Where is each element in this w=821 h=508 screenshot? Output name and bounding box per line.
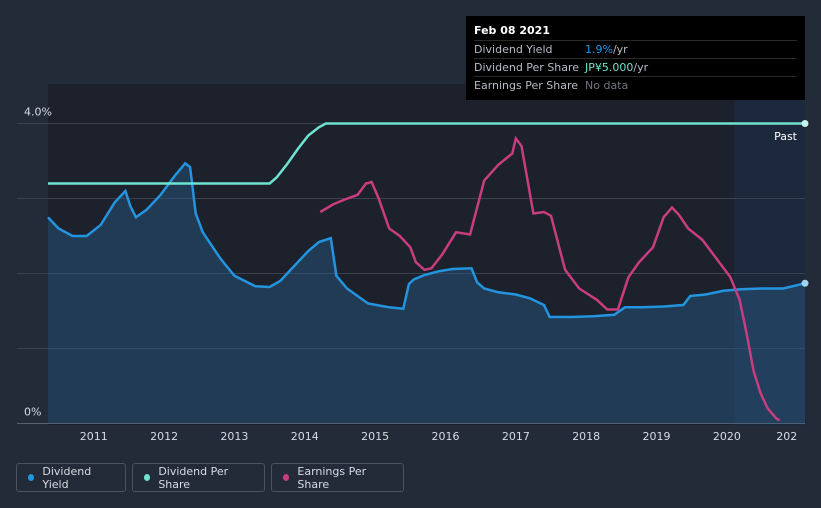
tooltip-date: Feb 08 2021 (474, 24, 550, 37)
past-label: Past (774, 130, 798, 143)
plot-background (48, 84, 805, 425)
tooltip-unit: /yr (633, 61, 649, 74)
tooltip-row-eps: Earnings Per Share No data (474, 76, 797, 94)
legend-dividend-per-share[interactable]: Dividend Per Share (132, 463, 265, 492)
x-tick-label: 2020 (713, 430, 741, 443)
dividend-per-share-line[interactable] (48, 122, 805, 185)
dividend-per-share-dot-icon (144, 474, 151, 481)
legend-label: Earnings Per Share (297, 464, 367, 491)
x-axis-labels: 2011 2012 2013 2014 2015 2016 2017 2018 2019 2020… (80, 430, 798, 443)
tooltip-row-dps: Dividend Per Share JP¥5.000 /yr (474, 58, 797, 76)
dividend-yield-dot-icon (28, 474, 35, 481)
y-axis-labels: 0% 4.0% (24, 106, 52, 419)
tooltip-value: JP¥5.000 (585, 61, 634, 74)
earnings-per-share-line[interactable] (319, 135, 781, 422)
x-tick-label: 2014 (291, 430, 319, 443)
dividend-yield-line[interactable] (47, 161, 806, 319)
tooltip-value: No data (585, 79, 629, 92)
y-tick-label: 0% (24, 406, 41, 419)
y-tick-label: 4.0% (24, 106, 52, 119)
x-tick-label: 2013 (220, 430, 248, 443)
tooltip-label: Dividend Per Share (474, 61, 580, 74)
dividend-yield-area (48, 163, 805, 424)
hover-tooltip: Feb 08 2021 Dividend Yield 1.9% /yr Divi… (466, 16, 805, 100)
tooltip-label: Dividend Yield (474, 43, 553, 56)
legend-label: Dividend Per Share (158, 464, 229, 491)
tooltip-label: Earnings Per Share (474, 79, 579, 92)
x-tick-label: 2012 (150, 430, 178, 443)
x-tick-label: 2016 (431, 430, 459, 443)
earnings-per-share-dot-icon (283, 474, 290, 481)
tooltip-row-yield: Dividend Yield 1.9% /yr (474, 40, 797, 58)
legend-earnings-per-share[interactable]: Earnings Per Share (271, 463, 404, 492)
x-tick-label: 2015 (361, 430, 389, 443)
x-tick-label: 2011 (80, 430, 108, 443)
dividend-per-share-endpoint[interactable] (801, 120, 809, 127)
x-tick-label: 202 (776, 430, 797, 443)
legend-dividend-yield[interactable]: Dividend Yield (16, 463, 126, 492)
tooltip-unit: /yr (612, 43, 628, 56)
legend-label: Dividend Yield (42, 464, 92, 491)
x-tick-label: 2017 (502, 430, 530, 443)
dividend-yield-endpoint[interactable] (801, 279, 809, 287)
x-tick-label: 2019 (643, 430, 671, 443)
past-region-shade (733, 84, 805, 425)
x-tick-label: 2018 (572, 430, 600, 443)
tooltip-value: 1.9% (585, 43, 613, 56)
